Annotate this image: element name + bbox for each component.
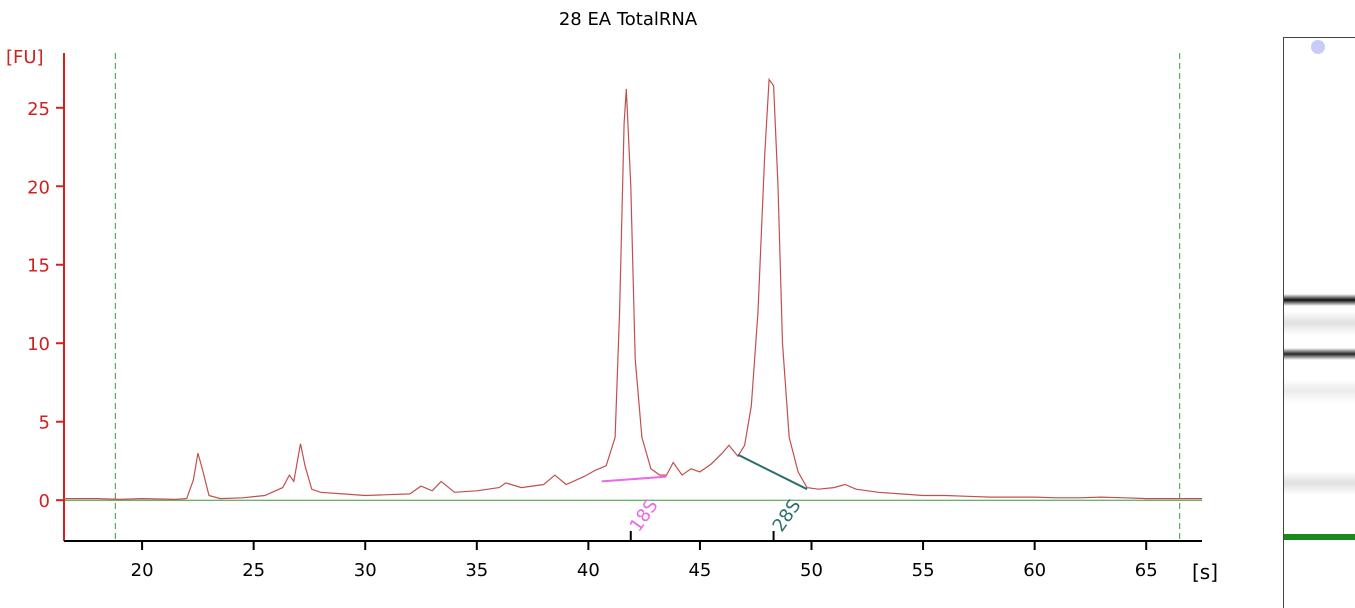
y-axis-label: [FU] bbox=[6, 47, 44, 68]
x-tick-label-30: 30 bbox=[354, 560, 377, 581]
electropherogram-chart: 28 EA TotalRNA [FU] [s] 0 5 10 15 20 25 20 25 30… bbox=[6, 9, 1218, 584]
x-tick-label-35: 35 bbox=[465, 560, 488, 581]
x-tick-label-40: 40 bbox=[577, 560, 600, 581]
y-tick-label-15: 15 bbox=[27, 256, 50, 277]
y-tick-label-5: 5 bbox=[39, 413, 50, 434]
peak-label-28S: 28S bbox=[768, 496, 805, 536]
gel-lane bbox=[1283, 37, 1355, 608]
x-tick-label-60: 60 bbox=[1023, 560, 1046, 581]
gel-band-2 bbox=[1284, 311, 1355, 335]
x-tick-label-20: 20 bbox=[131, 560, 154, 581]
chart-title: 28 EA TotalRNA bbox=[559, 9, 698, 30]
y-tick-label-10: 10 bbox=[27, 334, 50, 355]
x-tick-label-25: 25 bbox=[242, 560, 265, 581]
x-tick-label-55: 55 bbox=[912, 560, 935, 581]
series-line-0 bbox=[64, 77, 1202, 501]
gel-marker-band bbox=[1284, 533, 1355, 540]
y-tick-label-20: 20 bbox=[27, 177, 50, 198]
peak-label-18S: 18S bbox=[626, 496, 663, 536]
gel-band-0 bbox=[1284, 294, 1355, 307]
peak-baseline-28S bbox=[737, 453, 808, 491]
peak-baseline-18S bbox=[601, 475, 667, 483]
gel-band-3 bbox=[1284, 379, 1355, 404]
y-tick-label-25: 25 bbox=[27, 99, 50, 120]
x-tick-label-50: 50 bbox=[800, 560, 823, 581]
y-tick-label-0: 0 bbox=[39, 491, 50, 512]
x-tick-label-65: 65 bbox=[1135, 560, 1158, 581]
gel-band-1 bbox=[1284, 348, 1355, 361]
x-axis-label: [s] bbox=[1192, 560, 1218, 584]
gel-band-4 bbox=[1284, 470, 1355, 495]
plot-area: 0 5 10 15 20 25 20 25 30 35 40 45 50 55 60 65 18S 28S bbox=[27, 53, 1202, 581]
sample-indicator-icon bbox=[1311, 40, 1325, 54]
x-tick-label-45: 45 bbox=[688, 560, 711, 581]
